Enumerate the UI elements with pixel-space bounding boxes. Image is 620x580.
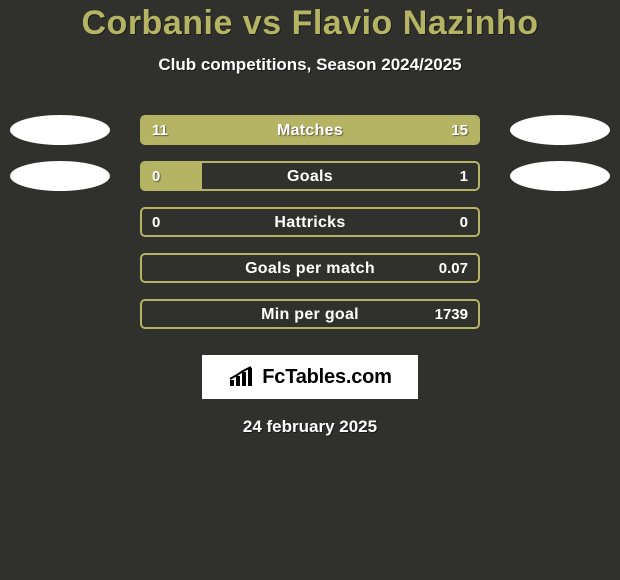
stat-right-value: 15	[451, 117, 468, 145]
stat-bar: 11Matches15	[140, 115, 480, 145]
stat-right-value: 1	[460, 163, 468, 191]
date-text: 24 february 2025	[0, 417, 620, 437]
stat-label: Matches	[142, 117, 478, 145]
stat-bar: 0Hattricks0	[140, 207, 480, 237]
stat-right-value: 1739	[435, 301, 468, 329]
stat-bar: 0Goals1	[140, 161, 480, 191]
stat-row: 0Hattricks0	[0, 205, 620, 251]
player-right-marker	[510, 161, 610, 191]
stat-right-value: 0	[460, 209, 468, 237]
stats-container: 11Matches150Goals10Hattricks0Goals per m…	[0, 113, 620, 343]
player-right-marker	[510, 115, 610, 145]
stat-row: Min per goal1739	[0, 297, 620, 343]
comparison-widget: Corbanie vs Flavio Nazinho Club competit…	[0, 0, 620, 437]
stat-right-value: 0.07	[439, 255, 468, 283]
logo-badge[interactable]: FcTables.com	[202, 355, 418, 399]
player-left-marker	[10, 161, 110, 191]
logo-text: FcTables.com	[262, 366, 392, 389]
player-left-marker	[10, 115, 110, 145]
page-title: Corbanie vs Flavio Nazinho	[0, 4, 620, 43]
stat-label: Min per goal	[142, 301, 478, 329]
stat-row: 0Goals1	[0, 159, 620, 205]
stat-row: 11Matches15	[0, 113, 620, 159]
stat-label: Goals	[142, 163, 478, 191]
page-subtitle: Club competitions, Season 2024/2025	[0, 55, 620, 75]
stat-bar: Goals per match0.07	[140, 253, 480, 283]
stat-label: Goals per match	[142, 255, 478, 283]
stat-bar: Min per goal1739	[140, 299, 480, 329]
stat-label: Hattricks	[142, 209, 478, 237]
chart-icon	[228, 366, 256, 388]
stat-row: Goals per match0.07	[0, 251, 620, 297]
